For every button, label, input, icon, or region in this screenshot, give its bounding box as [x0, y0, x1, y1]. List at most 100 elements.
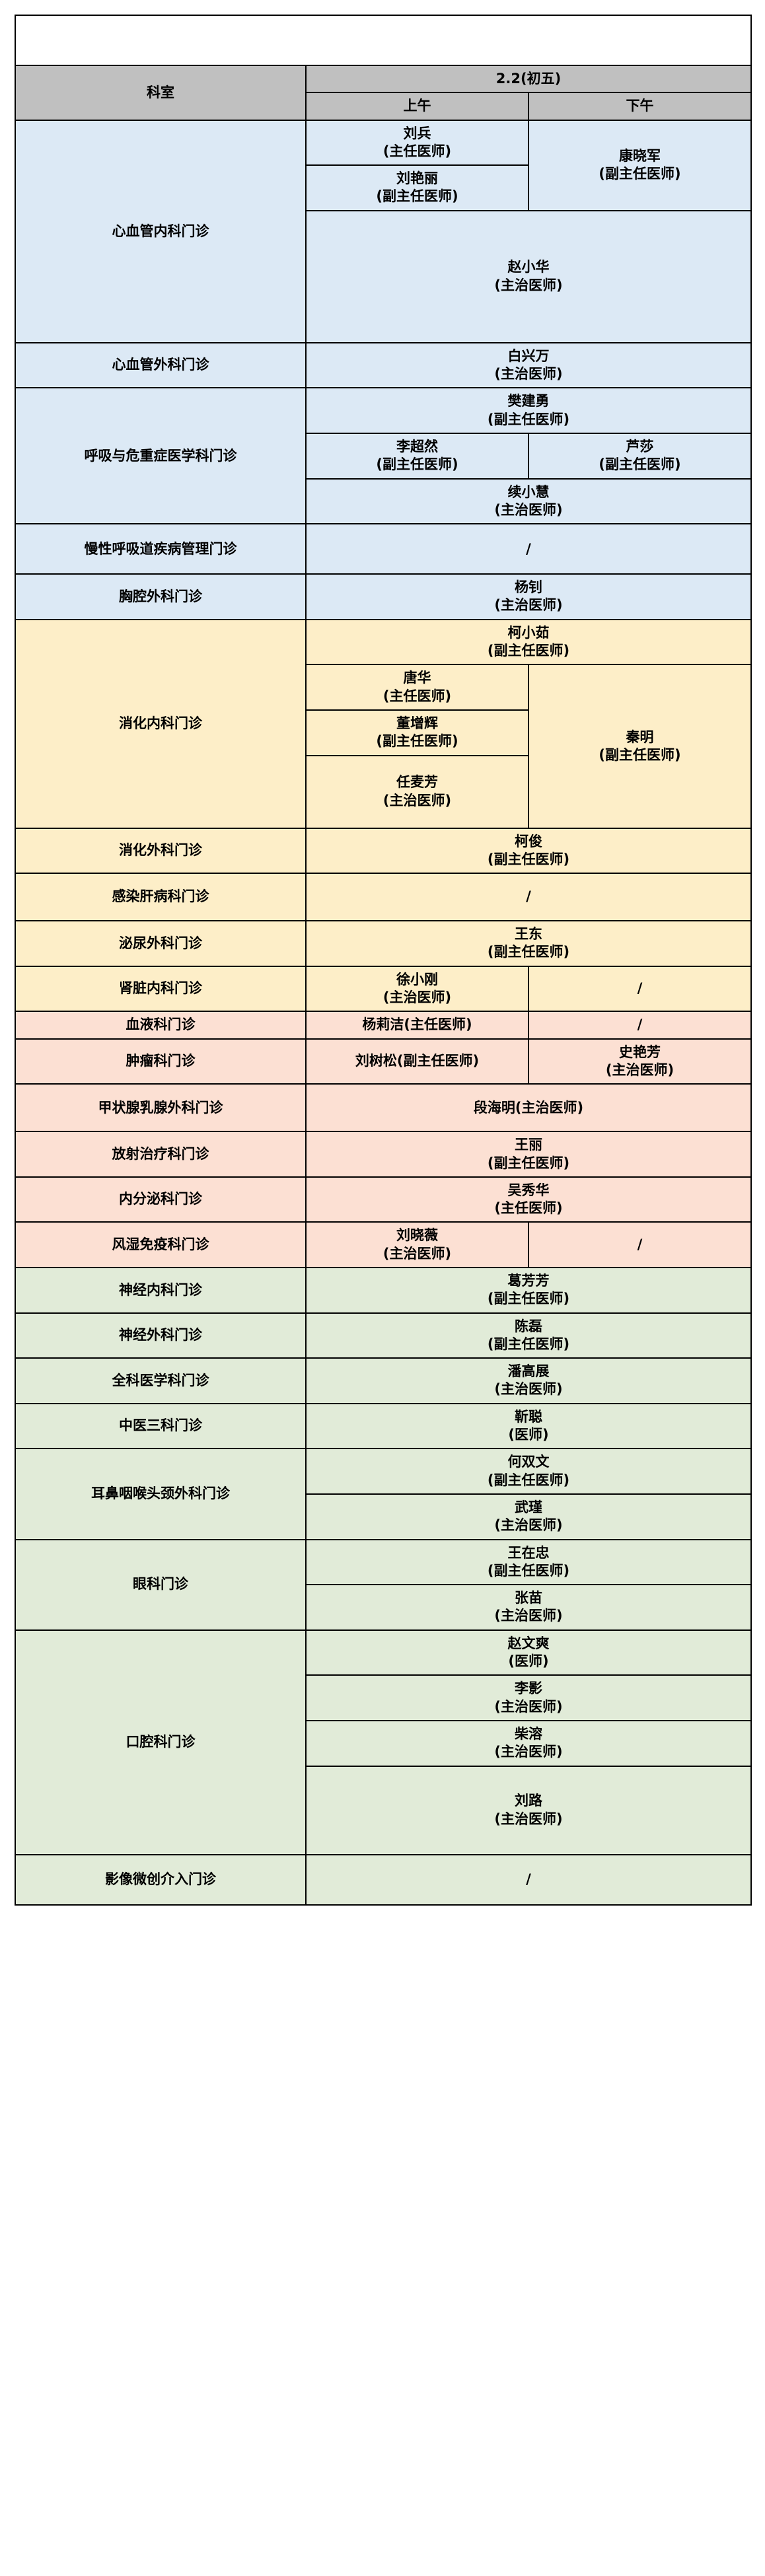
dept-cell: 心血管外科门诊	[15, 341, 307, 389]
table-row: 李影 (主治医师)	[15, 1674, 752, 1721]
doctor-title: (主治医师)	[382, 989, 452, 1006]
table-row: 肾脏内科门诊 徐小刚 (主治医师) /	[15, 965, 752, 1013]
table-row: 影像微创介入门诊 /	[15, 1853, 752, 1906]
schedule-cell-fullday: 赵文爽 (医师)	[305, 1629, 752, 1676]
doctor-title: (主治医师)	[494, 366, 563, 382]
doctor-title: (副主任医师)	[487, 1472, 570, 1488]
table-row: 消化外科门诊 柯俊 (副主任医师)	[15, 827, 752, 875]
table-row: 刘路 (主治医师)	[15, 1765, 752, 1855]
doctor-name: 王东	[515, 926, 542, 943]
schedule-cell-pm: 芦莎 (副主任医师)	[527, 432, 752, 480]
schedule-cell-fullday: 柴溶 (主治医师)	[305, 1719, 752, 1767]
schedule-cell-fullday: 王东 (副主任医师)	[305, 920, 752, 967]
doctor-title: (主任医师)	[382, 688, 452, 704]
doctor-title: (副主任医师)	[487, 643, 570, 659]
table-row: 唐华 (主任医师) 秦明 (副主任医师)	[15, 664, 752, 829]
doctor-title: (主任医师)	[494, 1200, 563, 1217]
dept-cell: 内分泌科门诊	[15, 1176, 307, 1223]
table-row: 续小慧 (主治医师)	[15, 478, 752, 525]
doctor-name: 任麦芳	[396, 774, 438, 791]
dept-cell: 耳鼻咽喉头颈外科门诊	[15, 1448, 307, 1540]
dept-cell: 神经外科门诊	[15, 1312, 307, 1359]
table-row: 刘艳丽 (副主任医师)	[15, 164, 751, 211]
header-am: 上午	[305, 92, 529, 121]
doctor-name: 武瑾	[515, 1499, 542, 1515]
schedule-cell-am: 任麦芳 (主治医师)	[305, 754, 529, 829]
doctor-name: 张苗	[515, 1590, 542, 1606]
doctor-title: (副主任医师)	[487, 851, 570, 867]
schedule-cell-empty: /	[305, 873, 752, 922]
doctor-title: (主治医师)	[494, 501, 563, 518]
dept-cell: 影像微创介入门诊	[15, 1853, 307, 1906]
table-row: 赵小华 (主治医师)	[15, 209, 752, 343]
header-dept: 科室	[15, 65, 307, 121]
doctor-title: (主治医师)	[494, 1810, 563, 1827]
schedule-cell-fullday: 柯小茹 (副主任医师)	[305, 618, 752, 666]
dept-cell: 消化内科门诊	[15, 618, 307, 829]
doctor-title: (主治医师)	[605, 1061, 674, 1078]
doctor-title: (主治医师)	[494, 1517, 563, 1534]
schedule-cell-am: 刘艳丽 (副主任医师)	[305, 164, 529, 211]
doctor-name: 葛芳芳	[507, 1272, 550, 1289]
schedule-cell-fullday: 潘高展 (主治医师)	[305, 1357, 752, 1404]
dept-cell: 胸腔外科门诊	[15, 573, 307, 620]
table-row: 张苗 (主治医师)	[15, 1584, 752, 1631]
dept-cell: 甲状腺乳腺外科门诊	[15, 1083, 307, 1133]
clinic-schedule-table: 科室 2.2(初五) 上午 下午 心血管内科门诊 刘兵 (主任医师) 康晓军 (…	[14, 15, 752, 1906]
table-row: 中医三科门诊 靳聪 (医师)	[15, 1402, 752, 1450]
dept-cell: 眼科门诊	[15, 1538, 307, 1631]
doctor-name: 刘路	[515, 1793, 542, 1809]
table-row: 神经外科门诊 陈磊 (副主任医师)	[15, 1312, 752, 1359]
doctor-name: 吴秀华	[507, 1182, 550, 1198]
table-row: 董增辉 (副主任医师)	[15, 709, 751, 756]
table-row: 李超然 (副主任医师) 芦莎 (副主任医师)	[15, 432, 752, 480]
schedule-cell-am: 刘晓薇 (主治医师)	[305, 1221, 529, 1268]
doctor-title: (副主任医师)	[487, 1291, 570, 1307]
schedule-cell-am: 唐华 (主任医师)	[305, 664, 529, 711]
blank-title-cell	[14, 15, 752, 66]
dept-cell: 中医三科门诊	[15, 1402, 307, 1450]
table-row: 风湿免疫科门诊 刘晓薇 (主治医师) /	[15, 1221, 752, 1268]
dept-cell: 心血管内科门诊	[15, 119, 307, 343]
dept-cell: 口腔科门诊	[15, 1629, 307, 1855]
doctor-name: 董增辉	[396, 715, 438, 731]
schedule-cell-empty: /	[527, 1011, 752, 1040]
doctor-name: 陈磊	[515, 1318, 542, 1334]
table-row: 呼吸与危重症医学科门诊 樊建勇 (副主任医师)	[15, 387, 752, 525]
doctor-name: 柯俊	[515, 833, 542, 849]
dept-cell: 风湿免疫科门诊	[15, 1221, 307, 1268]
table-row: 眼科门诊 王在忠 (副主任医师)	[15, 1538, 752, 1631]
table-row: 柴溶 (主治医师)	[15, 1719, 752, 1767]
doctor-title: (副主任医师)	[599, 166, 681, 182]
doctor-title: (副主任医师)	[487, 944, 570, 960]
doctor-title: (副主任医师)	[376, 733, 458, 750]
schedule-cell-fullday: 段海明(主治医师)	[305, 1083, 752, 1133]
table-row: 心血管内科门诊 刘兵 (主任医师) 康晓军 (副主任医师)	[15, 119, 752, 343]
doctor-title: (主治医师)	[494, 1608, 563, 1624]
table-row: 慢性呼吸道疾病管理门诊 /	[15, 523, 752, 575]
table-row: 胸腔外科门诊 杨钊 (主治医师)	[15, 573, 752, 620]
schedule-cell-fullday: 武瑾 (主治医师)	[305, 1493, 752, 1540]
doctor-name: 刘兵	[403, 125, 431, 141]
schedule-cell-am: 董增辉 (副主任医师)	[305, 709, 529, 756]
schedule-cell-fullday: 柯俊 (副主任医师)	[305, 827, 752, 875]
doctor-name: 芦莎	[626, 438, 654, 454]
doctor-title: (医师)	[508, 1427, 549, 1443]
header-row-session: 上午 下午	[15, 92, 752, 121]
schedule-cell-fullday: 陈磊 (副主任医师)	[305, 1312, 752, 1359]
doctor-title: (主治医师)	[494, 1698, 563, 1715]
doctor-title: (主治医师)	[382, 1245, 452, 1262]
doctor-name: 李影	[515, 1680, 542, 1697]
schedule-cell-fullday: 白兴万 (主治医师)	[305, 341, 752, 389]
dept-cell: 肾脏内科门诊	[15, 965, 307, 1013]
doctor-name: 续小慧	[507, 483, 550, 500]
doctor-name: 柯小茹	[507, 624, 550, 641]
header-row-date: 科室 2.2(初五)	[15, 64, 752, 121]
schedule-cell-fullday: 王丽 (副主任医师)	[305, 1131, 752, 1178]
schedule-cell-empty: /	[305, 523, 752, 575]
doctor-name: 赵文爽	[507, 1635, 550, 1651]
doctor-name: 李超然	[396, 438, 438, 454]
schedule-cell-fullday: 刘路 (主治医师)	[305, 1765, 752, 1855]
schedule-cell-am: 李超然 (副主任医师)	[305, 432, 529, 480]
doctor-title: (主治医师)	[494, 277, 563, 293]
